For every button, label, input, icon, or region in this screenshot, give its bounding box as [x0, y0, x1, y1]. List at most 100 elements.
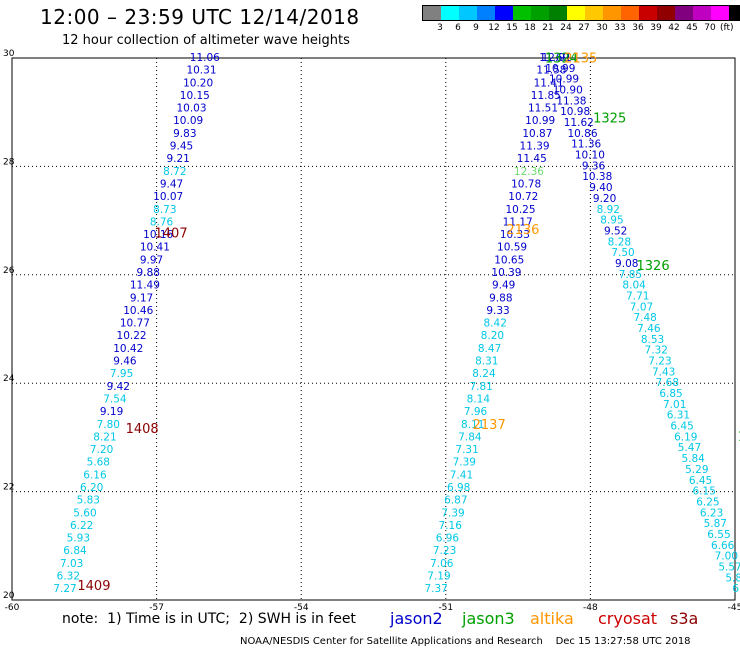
lon-tick-label: -51 [438, 603, 453, 613]
legend-label: 39 [650, 23, 662, 33]
wave-height-value: 7.46 [637, 323, 661, 335]
wave-height-value: 6.85 [659, 388, 682, 400]
satellite-label: cryosat [598, 609, 658, 628]
wave-height-value: 9.42 [107, 381, 130, 393]
lon-tick-label: -57 [149, 603, 164, 613]
wave-height-value: 6.25 [696, 496, 719, 508]
wave-height-value: 7.32 [645, 345, 668, 357]
wave-height-value: 9.19 [100, 406, 123, 418]
legend-swatch [657, 6, 675, 20]
legend-label: 3 [437, 23, 443, 33]
lon-tick-label: -54 [294, 603, 309, 613]
wave-height-value: 9.47 [160, 178, 183, 190]
legend-swatch [477, 6, 495, 20]
wave-height-value: 10.10 [575, 150, 605, 162]
wave-height-value: 10.15 [180, 90, 210, 102]
wave-height-value: 7.84 [458, 431, 482, 443]
wave-height-value: 5.83 [77, 495, 100, 507]
wave-height-value: 7.68 [656, 377, 679, 389]
wave-height-value: 10.09 [173, 115, 203, 127]
wave-height-value: 7.41 [450, 469, 473, 481]
wave-height-value: 6.66 [711, 540, 735, 552]
pass-number-label: 1324 [545, 52, 578, 67]
wave-height-value: 6.98 [447, 482, 470, 494]
pass-number-label: 1408 [126, 422, 159, 437]
wave-height-value: 8.04 [622, 280, 646, 292]
satellite-label: jason2 [390, 609, 443, 628]
pass-number-label: 1409 [77, 579, 110, 594]
wave-height-value: 7.48 [633, 312, 656, 324]
credit-line: NOAA/NESDIS Center for Satellite Applica… [240, 636, 691, 647]
wave-height-value: 8.24 [472, 368, 496, 380]
wave-height-value: 6.96 [436, 533, 460, 545]
wave-height-value: 9.46 [113, 356, 137, 368]
wave-height-value: 9.45 [170, 141, 193, 153]
lon-tick-label: -45 [728, 603, 740, 613]
wave-height-value: 11.38 [556, 95, 586, 107]
wave-height-value: 10.99 [545, 63, 575, 75]
legend-label: 42 [668, 23, 680, 33]
page-title: 12:00 – 23:59 UTC 12/14/2018 [40, 5, 360, 29]
wave-height-value: 11.36 [571, 139, 601, 151]
legend-swatch [567, 6, 585, 20]
legend-label: 12 [488, 23, 500, 33]
wave-height-value: 10.22 [117, 330, 147, 342]
legend-swatch [711, 6, 729, 20]
legend-label: 15 [506, 23, 518, 33]
wave-height-value: 11.62 [564, 117, 594, 129]
legend-swatch [693, 6, 711, 20]
wave-height-value: 10.99 [549, 74, 579, 86]
wave-height-value: 11.51 [528, 103, 558, 115]
legend-swatch [513, 6, 531, 20]
wave-height-value: 8.42 [484, 318, 507, 330]
legend-label: 9 [473, 23, 479, 33]
wave-height-value: 12.91 [542, 52, 572, 64]
wave-height-value: 11.45 [517, 153, 547, 165]
color-legend: 3 6 9 12 15 18 21 24 27 30 33 36 39 42 45 70 (ft) [422, 5, 740, 37]
wave-height-value: 9.20 [593, 193, 616, 205]
wave-height-value: 7.23 [433, 545, 456, 557]
wave-height-value: 8.31 [475, 356, 498, 368]
wave-height-value: 9.08 [615, 258, 638, 270]
wave-height-value: 5.29 [685, 464, 708, 476]
wave-height-value: 8.53 [641, 334, 664, 346]
wave-height-value: 6.84 [63, 545, 87, 557]
lat-tick-label: 28 [3, 157, 15, 167]
legend-label: 36 [632, 23, 644, 33]
legend-swatch [441, 6, 459, 20]
wave-height-value: 9.33 [486, 305, 509, 317]
wave-height-value: 9.88 [137, 267, 160, 279]
lat-tick-label: 22 [3, 483, 14, 493]
wave-height-value: 7.19 [427, 571, 450, 583]
legend-swatch [549, 6, 567, 20]
wave-height-value: 10.03 [176, 103, 206, 115]
legend-swatch [459, 6, 477, 20]
wave-height-value: 9.21 [166, 153, 189, 165]
legend-swatch [495, 6, 513, 20]
wave-height-value: 11.58 [536, 65, 566, 77]
footer-note: note: 1) Time is in UTC; 2) SWH is in fe… [62, 611, 356, 627]
wave-height-value: 5.60 [73, 507, 96, 519]
legend-swatch [729, 6, 740, 20]
wave-height-value: 9.40 [589, 182, 612, 194]
wave-height-value: 7.00 [715, 551, 738, 563]
wave-height-value: 5.84 [681, 453, 705, 465]
wave-height-value: 8.76 [150, 216, 174, 228]
wave-height-value: 7.20 [90, 444, 113, 456]
wave-height-value: 8.21 [93, 431, 116, 443]
wave-height-value: 8.72 [163, 166, 186, 178]
wave-height-value: 5.47 [678, 442, 701, 454]
wave-height-value: 10.46 [123, 305, 153, 317]
wave-height-value: 7.39 [441, 507, 464, 519]
wave-height-value: 9.52 [604, 225, 627, 237]
wave-height-value: 6.45 [689, 475, 712, 487]
legend-label: 21 [542, 23, 554, 33]
wave-height-value: 7.50 [611, 247, 634, 259]
pass-number-label: 2136 [506, 223, 539, 238]
wave-height-value: 7.03 [60, 558, 83, 570]
lat-tick-label: 24 [3, 374, 15, 384]
wave-height-value: 6.31 [667, 410, 690, 422]
wave-height-value: 7.31 [455, 444, 478, 456]
legend-swatch [603, 6, 621, 20]
